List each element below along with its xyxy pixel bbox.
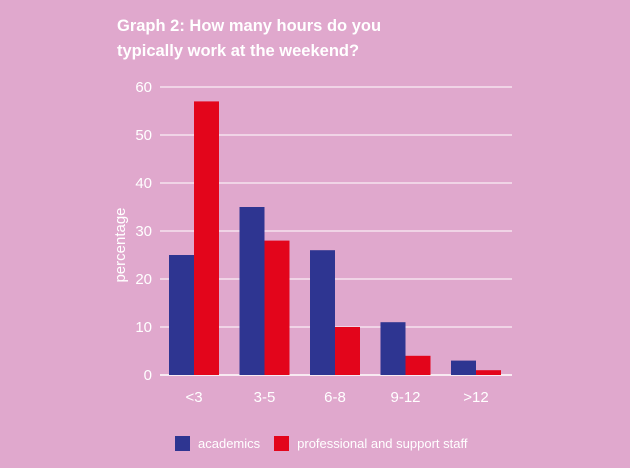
bar-professional-staff-2 [335, 327, 360, 375]
y-tick-label: 10 [135, 319, 152, 336]
bar-academics-0 [169, 255, 194, 375]
y-tick-label: 60 [135, 79, 152, 96]
y-tick-label: 50 [135, 127, 152, 144]
legend-item-academics: academics [175, 436, 260, 451]
x-tick-label: >12 [463, 389, 488, 406]
y-tick-label: 0 [144, 367, 152, 384]
chart-title-line-2: typically work at the weekend? [117, 42, 360, 60]
bar-academics-3 [380, 322, 406, 375]
bars [169, 101, 501, 376]
legend-item-professional-staff: professional and support staff [274, 436, 467, 451]
legend-swatch-professional-staff [274, 436, 290, 451]
y-tick-label: 40 [135, 175, 152, 192]
tick-labels: 0 10 20 30 40 50 60 <3 3-5 6-8 9-12 >12 [135, 79, 488, 406]
y-tick-label: 20 [135, 271, 152, 288]
x-tick-label: 9-12 [390, 389, 420, 406]
bar-academics-2 [310, 250, 335, 375]
legend-label-professional-staff: professional and support staff [297, 436, 468, 451]
legend-swatch-academics [175, 436, 190, 451]
bar-professional-staff-1 [264, 240, 290, 375]
bar-academics-4 [451, 360, 476, 375]
chart-title-line-1: Graph 2: How many hours do you [117, 17, 382, 35]
y-tick-label: 30 [135, 223, 152, 240]
bar-academics-1 [239, 207, 265, 375]
x-tick-label: 6-8 [324, 389, 346, 406]
legend-label-academics: academics [198, 436, 261, 451]
bar-professional-staff-4 [476, 370, 501, 375]
bar-professional-staff-3 [405, 355, 431, 375]
y-axis-label: percentage [112, 207, 129, 282]
bar-professional-staff-0 [194, 101, 219, 376]
x-tick-label: 3-5 [254, 389, 276, 406]
legend: academics professional and support staff [175, 436, 481, 451]
x-tick-label: <3 [185, 389, 202, 406]
chart-title: Graph 2: How many hours do you typically… [117, 14, 537, 64]
